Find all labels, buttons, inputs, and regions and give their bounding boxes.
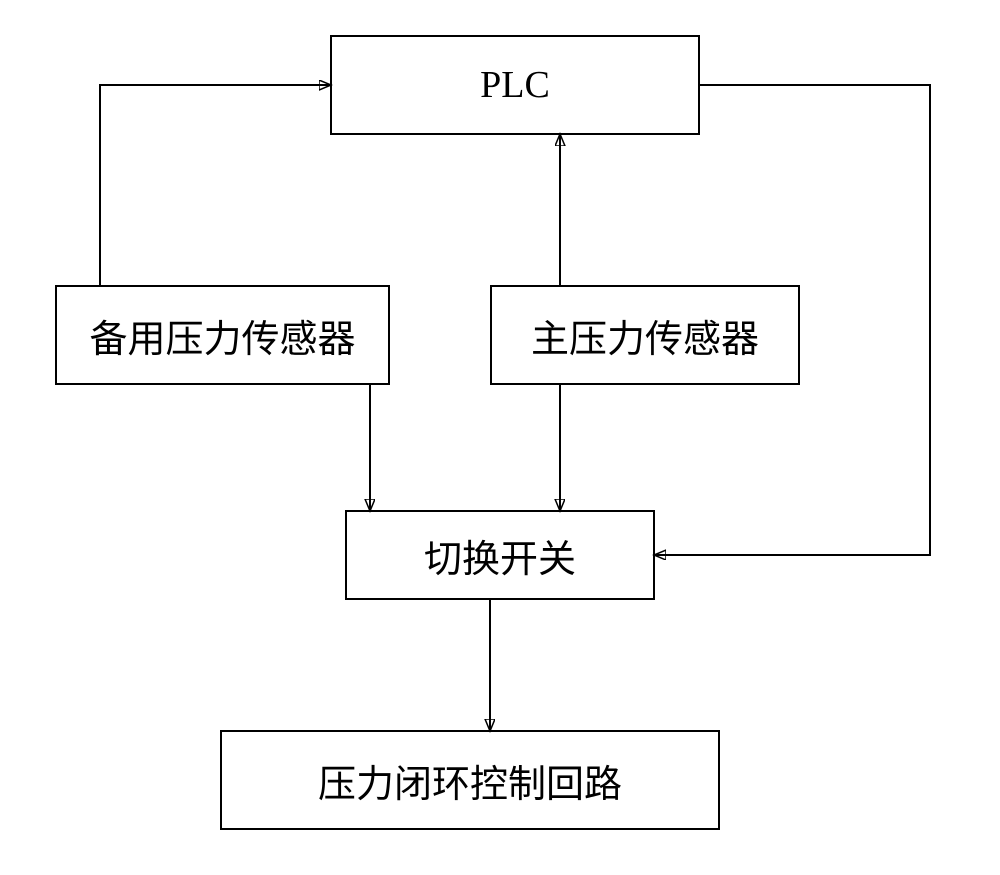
node-backup-sensor: 备用压力传感器	[55, 285, 390, 385]
node-backup-sensor-label: 备用压力传感器	[89, 308, 355, 363]
node-plc: PLC	[330, 35, 700, 135]
node-main-sensor-label: 主压力传感器	[531, 308, 759, 363]
node-loop: 压力闭环控制回路	[220, 730, 720, 830]
node-plc-label: PLC	[480, 63, 550, 107]
node-switch: 切换开关	[345, 510, 655, 600]
node-switch-label: 切换开关	[424, 528, 576, 583]
node-loop-label: 压力闭环控制回路	[318, 753, 622, 808]
edge-backup-to-plc	[100, 85, 330, 285]
node-main-sensor: 主压力传感器	[490, 285, 800, 385]
